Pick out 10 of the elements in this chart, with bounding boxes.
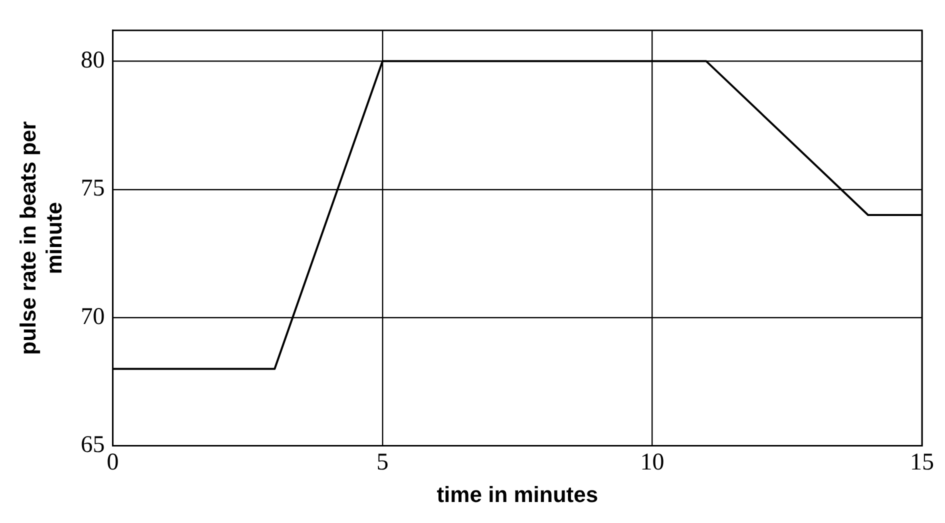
y-tick-label: 70 (80, 304, 105, 330)
y-axis-title: pulse rate in beats per minute (15, 120, 67, 355)
x-axis-title: time in minutes (436, 482, 598, 507)
x-tick-label: 0 (106, 449, 119, 476)
y-tick-label: 80 (80, 47, 105, 74)
y-tick-label: 75 (80, 176, 105, 202)
y-tick-label: 65 (80, 432, 105, 458)
x-tick-label: 15 (910, 449, 934, 476)
x-tick-label: 5 (376, 449, 389, 476)
x-tick-label: 10 (640, 449, 664, 476)
